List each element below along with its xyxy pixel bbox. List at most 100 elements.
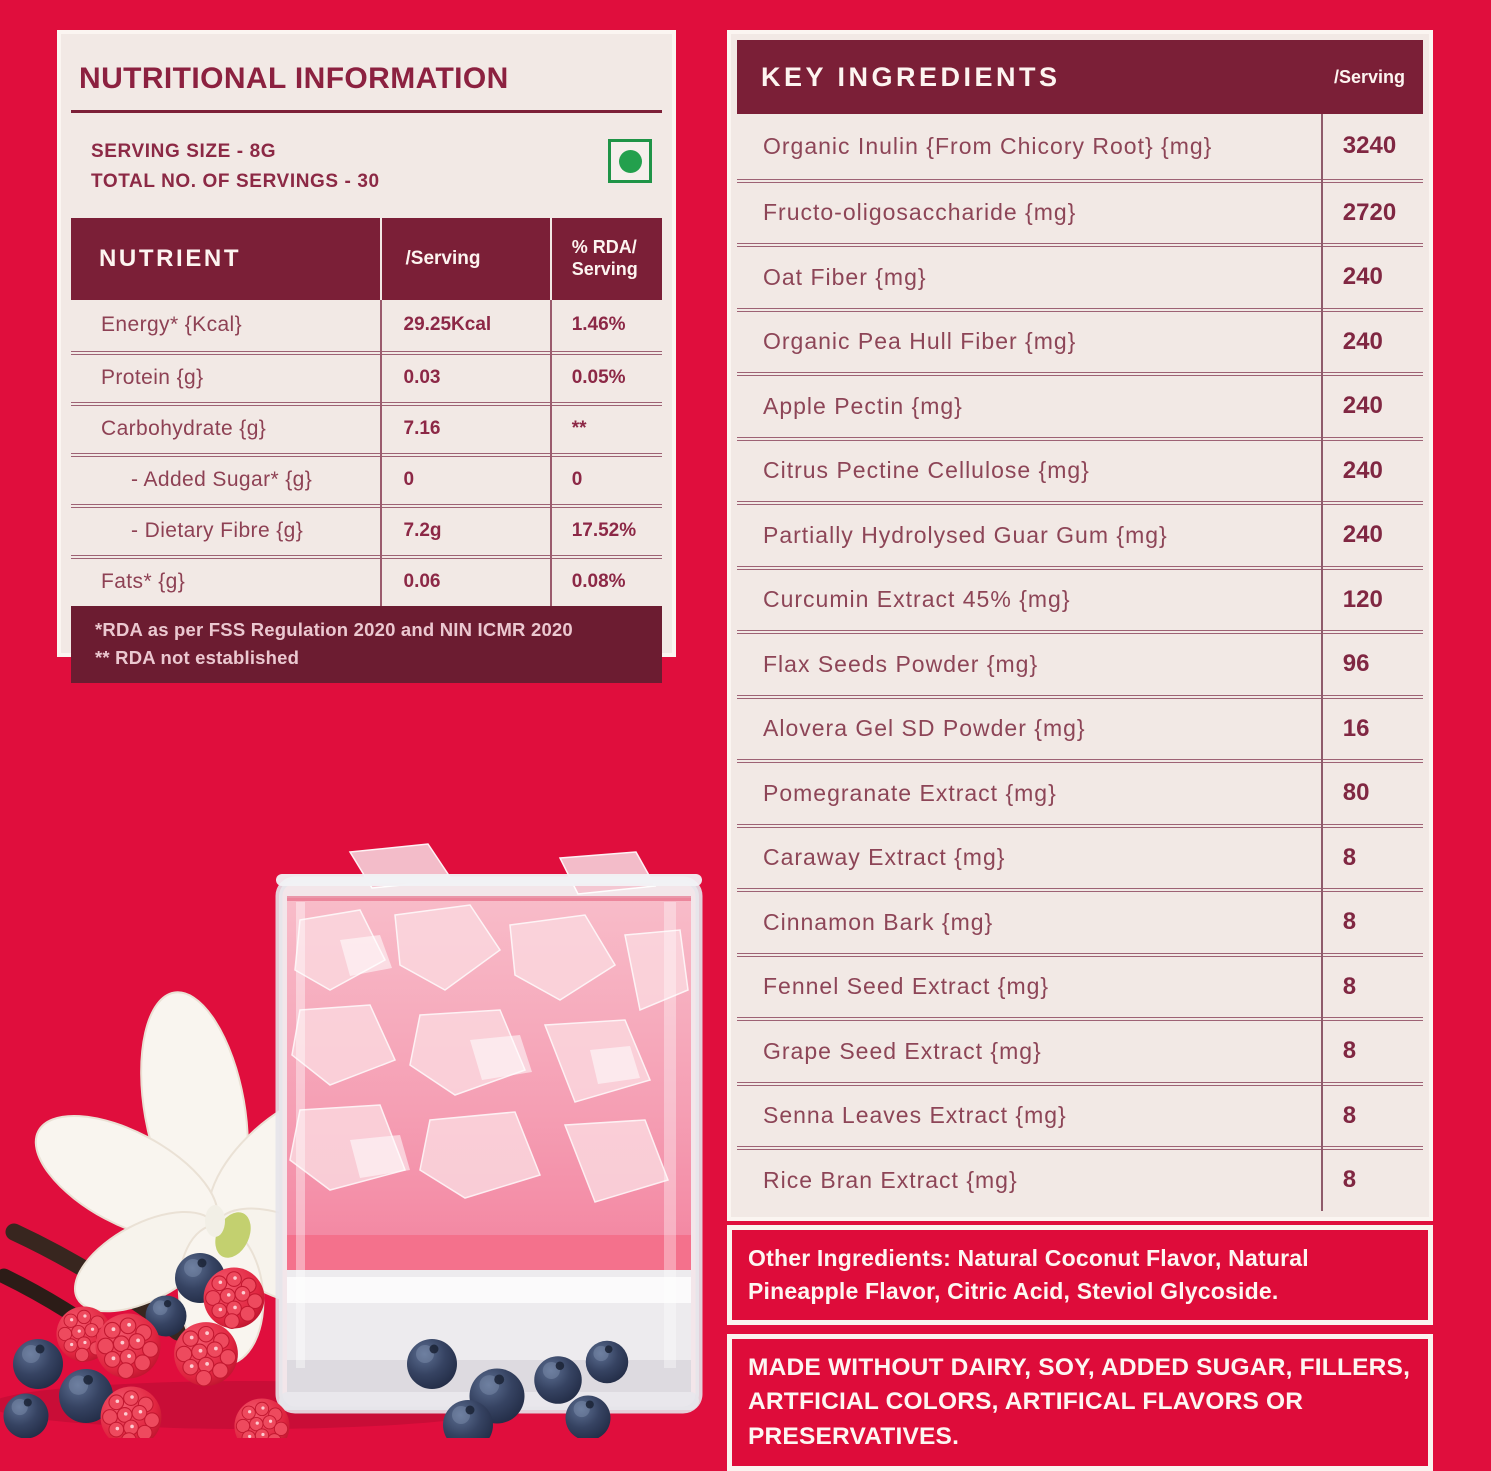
- ingredient-name: Citrus Pectine Cellulose {mg}: [763, 457, 1090, 484]
- ingredient-value: 3240: [1342, 132, 1397, 160]
- total-servings-text: TOTAL NO. OF SERVINGS - 30: [91, 171, 380, 193]
- serving-info: SERVING SIZE - 8G TOTAL NO. OF SERVINGS …: [67, 113, 666, 198]
- ingredient-row: Fennel Seed Extract {mg} 8: [737, 952, 1423, 1018]
- ingredient-row: Caraway Extract {mg} 8: [737, 823, 1423, 889]
- ingredients-panel: KEY INGREDIENTS /Serving Organic Inulin …: [727, 30, 1433, 1221]
- per-serving-value: 7.16: [403, 418, 441, 440]
- vegetarian-dot-icon: [618, 149, 642, 173]
- ingredients-per-serving-label: /Serving: [1333, 66, 1405, 87]
- ingredient-name: Rice Bran Extract {mg}: [763, 1166, 1018, 1193]
- ingredient-value: 240: [1342, 327, 1383, 355]
- nutrition-table-body: Energy* {Kcal} 29.25Kcal 1.46% Protein {g} 0…: [71, 299, 662, 606]
- ingredient-value: 8: [1342, 843, 1357, 871]
- ingredient-name: Fructo-oligosaccharide {mg}: [763, 199, 1077, 226]
- ingredient-row: Rice Bran Extract {mg} 8: [737, 1146, 1423, 1211]
- vegetarian-mark-icon: [608, 139, 652, 183]
- per-serving-value: 7.2g: [403, 520, 442, 542]
- ingredient-name: Organic Pea Hull Fiber {mg}: [763, 328, 1077, 355]
- ingredient-value: 240: [1342, 392, 1383, 420]
- ingredient-row: Grape Seed Extract {mg} 8: [737, 1017, 1423, 1082]
- rda-value: **: [571, 418, 587, 440]
- ingredient-value: 240: [1342, 521, 1383, 549]
- ingredient-name: Partially Hydrolysed Guar Gum {mg}: [763, 521, 1168, 548]
- ingredient-value: 16: [1342, 714, 1370, 742]
- ingredient-row: Alovera Gel SD Powder {mg} 16: [737, 694, 1423, 760]
- per-serving-value: 0: [403, 469, 415, 491]
- title-divider: [71, 110, 662, 113]
- nutrition-row: Protein {g} 0.03 0.05%: [71, 350, 662, 402]
- nutrition-panel-title: NUTRITIONAL INFORMATION: [79, 62, 509, 95]
- nutrient-name: Carbohydrate {g}: [101, 417, 267, 441]
- other-ingredients-note: Other Ingredients: Natural Coconut Flavo…: [727, 1224, 1433, 1326]
- ingredient-name: Cinnamon Bark {mg}: [763, 908, 994, 935]
- ingredient-name: Caraway Extract {mg}: [763, 844, 1006, 871]
- ingredient-value: 96: [1342, 650, 1370, 678]
- ingredient-value: 8: [1342, 1037, 1357, 1065]
- nutrient-name: Fats* {g}: [101, 570, 186, 594]
- header-rda: % RDA/ Serving: [549, 217, 662, 300]
- rda-value: 17.52%: [571, 520, 637, 542]
- nutrient-name: Energy* {Kcal}: [101, 313, 243, 337]
- ingredient-value: 8: [1342, 908, 1357, 936]
- ingredients-table-body: Organic Inulin {From Chicory Root} {mg} 3…: [737, 114, 1423, 1211]
- ingredients-header: KEY INGREDIENTS /Serving: [737, 40, 1423, 114]
- made-without-note: MADE WITHOUT DAIRY, SOY, ADDED SUGAR, FI…: [727, 1334, 1433, 1471]
- ingredient-row: Fructo-oligosaccharide {mg} 2720: [737, 178, 1423, 244]
- per-serving-value: 0.03: [403, 367, 441, 389]
- ingredient-name: Alovera Gel SD Powder {mg}: [763, 715, 1086, 742]
- ingredient-value: 2720: [1342, 198, 1397, 226]
- ingredient-row: Partially Hydrolysed Guar Gum {mg} 240: [737, 501, 1423, 566]
- footnote-2: ** RDA not established: [95, 646, 300, 668]
- ingredient-value: 240: [1342, 263, 1383, 291]
- header-nutrient: NUTRIENT: [99, 244, 242, 272]
- ingredient-value: 80: [1342, 779, 1370, 807]
- ingredients-title: KEY INGREDIENTS: [761, 61, 1061, 92]
- ingredients-column: KEY INGREDIENTS /Serving Organic Inulin …: [727, 30, 1433, 1471]
- nutrient-name: Protein {g}: [101, 366, 204, 390]
- ingredient-name: Senna Leaves Extract {mg}: [763, 1102, 1067, 1129]
- ingredient-row: Apple Pectin {mg} 240: [737, 372, 1423, 437]
- nutrition-row: - Added Sugar* {g} 0 0: [71, 452, 662, 504]
- ingredient-name: Flax Seeds Powder {mg}: [763, 650, 1039, 677]
- header-per-serving: /Serving: [379, 217, 550, 300]
- ingredient-row: Organic Inulin {From Chicory Root} {mg} 3…: [737, 114, 1423, 179]
- ingredient-row: Organic Pea Hull Fiber {mg} 240: [737, 307, 1423, 373]
- ingredient-name: Apple Pectin {mg}: [763, 392, 963, 419]
- ingredient-row: Cinnamon Bark {mg} 8: [737, 888, 1423, 953]
- nutrition-row: Energy* {Kcal} 29.25Kcal 1.46%: [71, 300, 662, 351]
- ingredient-row: Pomegranate Extract {mg} 80: [737, 759, 1423, 824]
- ingredient-name: Pomegranate Extract {mg}: [763, 779, 1057, 806]
- ingredient-row: Flax Seeds Powder {mg} 96: [737, 630, 1423, 695]
- nutrition-row: Carbohydrate {g} 7.16 **: [71, 401, 662, 453]
- ingredient-name: Oat Fiber {mg}: [763, 263, 927, 290]
- ingredient-name: Fennel Seed Extract {mg}: [763, 973, 1050, 1000]
- ingredient-row: Senna Leaves Extract {mg} 8: [737, 1081, 1423, 1147]
- footnote-1: *RDA as per FSS Regulation 2020 and NIN …: [95, 618, 573, 640]
- nutrition-row: Fats* {g} 0.06 0.08%: [71, 554, 662, 606]
- serving-size-text: SERVING SIZE - 8G: [91, 141, 277, 162]
- ingredient-row: Citrus Pectine Cellulose {mg} 240: [737, 436, 1423, 502]
- nutrition-panel: NUTRITIONAL INFORMATION SERVING SIZE - 8…: [57, 30, 676, 684]
- ingredient-value: 8: [1342, 1101, 1357, 1129]
- nutrient-name: - Added Sugar* {g}: [131, 468, 313, 492]
- ingredient-name: Curcumin Extract 45% {mg}: [763, 586, 1071, 613]
- ingredient-value: 8: [1342, 972, 1357, 1000]
- nutrition-table-header: NUTRIENT /Serving % RDA/ Serving: [71, 217, 662, 300]
- ingredient-name: Grape Seed Extract {mg}: [763, 1037, 1042, 1064]
- label-artwork: NUTRITIONAL INFORMATION SERVING SIZE - 8…: [0, 30, 1433, 1471]
- ingredient-row: Oat Fiber {mg} 240: [737, 243, 1423, 308]
- ingredient-row: Curcumin Extract 45% {mg} 120: [737, 565, 1423, 631]
- ingredient-value: 120: [1342, 585, 1383, 613]
- rda-footnotes: *RDA as per FSS Regulation 2020 and NIN …: [71, 605, 662, 684]
- nutrition-table: NUTRIENT /Serving % RDA/ Serving Energy*…: [71, 217, 662, 606]
- nutrition-row: - Dietary Fibre {g} 7.2g 17.52%: [71, 503, 662, 555]
- rda-value: 0.05%: [571, 367, 626, 389]
- per-serving-value: 29.25Kcal: [403, 314, 492, 336]
- ingredient-value: 240: [1342, 456, 1383, 484]
- rda-value: 1.46%: [571, 314, 626, 336]
- ingredient-value: 8: [1342, 1166, 1357, 1194]
- rda-value: 0.08%: [571, 571, 626, 593]
- rda-value: 0: [571, 469, 583, 491]
- nutrient-name: - Dietary Fibre {g}: [131, 519, 304, 543]
- product-photo-illustration: [0, 843, 703, 1438]
